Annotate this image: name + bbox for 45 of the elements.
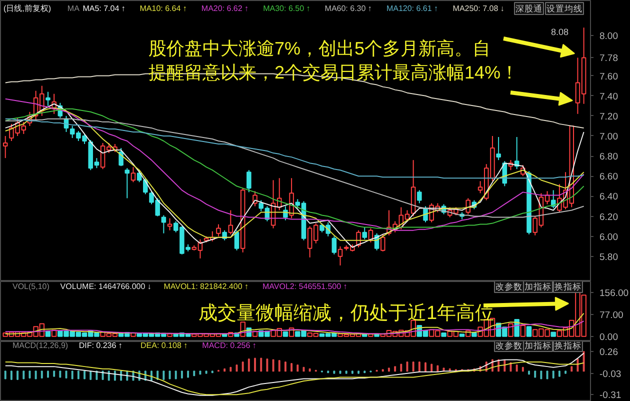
y-tick-label: 7.20 [600,111,618,122]
annotation: 改参数 [496,282,522,292]
text: MA250: 7.08 ↓ [452,4,504,13]
legend-title: VOL(5,10) [12,282,50,291]
y-tick-label: 6.60 [600,172,618,183]
annotation: 设置均线 [546,4,582,14]
annotation: 换指标 [554,340,582,350]
y-tick-label: -0.03 [600,368,622,380]
annotation: 换指标 [554,282,582,292]
y-tick-label: 6.20 [600,212,618,223]
y-tick-label: 156.00 [600,288,629,299]
legend-title: MACD(12,26,9) [12,341,68,350]
text: MA20: 6.62 ↑ [201,4,249,13]
y-tick-label: 5.80 [600,252,618,263]
annotation: 深股通 [516,4,542,14]
annotation: 8.08 [550,27,569,37]
text: MA60: 6.30 ↑ [324,4,372,13]
y-tick-label: 7.60 [600,71,618,82]
y-tick-label: 77.00 [600,310,624,322]
annotation: MACD: 0.256 ↑ [202,341,256,350]
annotation: 改参数 [496,340,522,350]
text: MA10: 6.64 ↑ [140,4,187,13]
y-tick-label: 6.80 [600,152,618,163]
text: (日线,前复权) [4,4,52,13]
y-tick-label: 7.00 [600,131,618,142]
text: MAVOL2: 546551.500 ↑ [262,282,348,291]
y-tick-label: 6.00 [600,232,618,243]
y-tick-label: 6.40 [600,192,618,203]
text: DEA: 0.108 ↑ [140,341,188,350]
y-tick-label: 0.26 [600,346,618,358]
y-tick-label: 0.00 [600,332,618,343]
text: MA30: 6.50 ↑ [263,4,310,13]
text: MA120: 6.61 ↑ [386,4,438,13]
y-tick-label: -0.31 [600,390,622,401]
text: DIF: 0.236 ↑ [78,341,122,350]
text: MAVOL1: 821842.400 ↑ [164,282,248,291]
y-tick-label: 7.40 [600,91,618,102]
annotation: VOLUME: 1464766.000 ↓ [60,282,152,291]
annotation: 加指标 [524,340,552,350]
y-tick-label: 7.78 [600,53,618,64]
y-tick-label: 8.00 [600,31,618,42]
annotation: 加指标 [524,282,552,292]
text: MA5: 7.04 ↑ [82,4,126,13]
annotation: 股价盘中大涨逾7%，创出5个多月新高。自 [148,38,491,58]
legend-title: MA [67,4,80,13]
